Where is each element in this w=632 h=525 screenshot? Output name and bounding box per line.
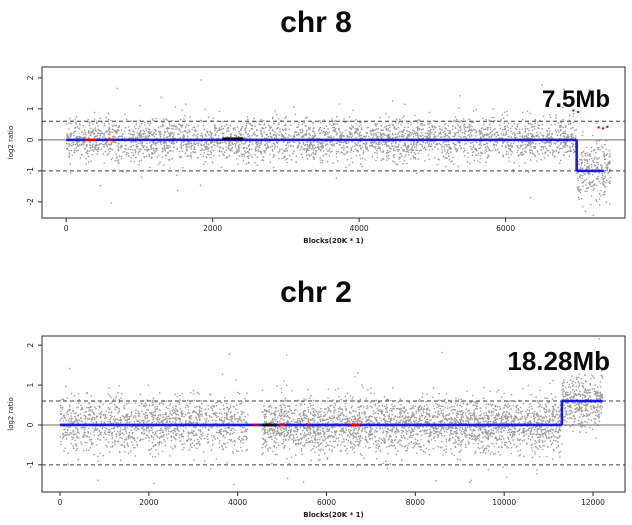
y-tick-label: 2 [26, 343, 35, 348]
x-tick-label: 4000 [350, 224, 369, 233]
y-tick-label: -2 [26, 198, 35, 206]
red-outlier-point [572, 109, 575, 112]
panel-chr2: 0 2000 4000 6000 8000 10000 12000 -1 0 1 2 Blocks(2… [7, 335, 626, 519]
x-tick-label: 2000 [139, 498, 158, 507]
chr8-title: chr 8 [280, 6, 352, 39]
y-tick-label: 1 [26, 382, 35, 387]
x-tick-label: 6000 [496, 224, 515, 233]
chr2-segment-size-annotation: 18.28Mb [507, 346, 610, 376]
y-tick-label: 1 [26, 106, 35, 111]
y-tick-label: 0 [26, 137, 35, 142]
red-outlier-point [601, 127, 605, 130]
x-tick-label: 4000 [228, 498, 247, 507]
x-tick-label: 8000 [406, 498, 425, 507]
x-tick-label: 10000 [492, 498, 516, 507]
red-outlier-point [576, 110, 580, 114]
y-axis-label: log2 ratio [7, 126, 15, 160]
x-axis-label: Blocks(20K * 1) [303, 511, 363, 519]
y-tick-label: 2 [26, 75, 35, 80]
y-axis-label: log2 ratio [7, 397, 15, 431]
y-tick-label: -1 [26, 167, 35, 175]
plot-box [41, 335, 626, 493]
x-tick-label: 0 [58, 498, 63, 507]
y-tick-label: -1 [26, 461, 35, 469]
scatter-points [65, 79, 612, 217]
x-axis-label: Blocks(20K * 1) [303, 237, 363, 245]
red-outlier-point [597, 126, 600, 129]
chr2-title: chr 2 [280, 276, 352, 309]
plot-box [41, 66, 626, 219]
x-tick-label: 6000 [317, 498, 336, 507]
y-tick-label: 0 [26, 422, 35, 427]
chr8-segment-size-annotation: 7.5Mb [541, 86, 610, 113]
red-outlier-point [606, 125, 609, 129]
x-tick-label: 12000 [581, 498, 605, 507]
panel-chr8: 0 2000 4000 6000 -2 -1 0 1 2 Blocks(20K * 1) log2 … [7, 66, 626, 245]
x-tick-label: 0 [64, 224, 69, 233]
x-tick-label: 2000 [203, 224, 222, 233]
